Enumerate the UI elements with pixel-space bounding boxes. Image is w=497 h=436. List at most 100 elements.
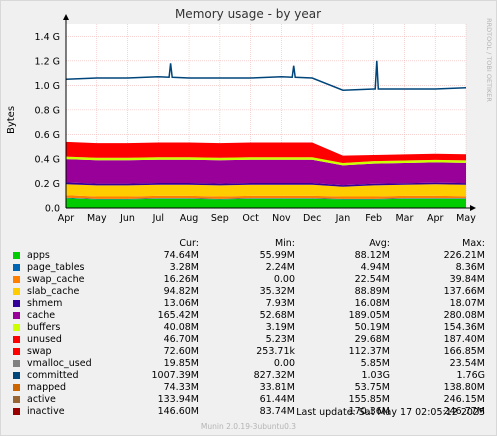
line-committed (65, 60, 467, 91)
legend-value-avg: 170.36M (348, 406, 390, 417)
y-axis-label: Bytes (6, 106, 17, 134)
legend-value-cur: 74.64M (163, 250, 199, 261)
legend-swatch (13, 408, 20, 415)
legend-value-cur: 16.26M (163, 274, 199, 285)
legend-swatch (13, 360, 20, 367)
legend-value-avg: 88.89M (354, 286, 390, 297)
legend-value-cur: 1007.39M (151, 370, 199, 381)
legend-swatch (13, 396, 20, 403)
legend-value-avg: 29.68M (354, 334, 390, 345)
legend-row-buffers: buffers 40.08M 3.19M 50.19M 154.36M (0, 322, 497, 334)
legend-row-cache: cache 165.42M 52.68M 189.05M 280.08M (0, 310, 497, 322)
legend-label: mapped (27, 382, 67, 393)
legend-value-avg: 1.03G (361, 370, 390, 381)
legend-header-avg: Avg: (369, 238, 390, 249)
legend-value-min: 5.23M (265, 334, 295, 345)
legend-value-max: 246.77M (443, 406, 485, 417)
legend-value-max: 166.85M (443, 346, 485, 357)
legend-value-max: 137.66M (443, 286, 485, 297)
legend-value-max: 18.07M (449, 298, 485, 309)
legend-value-max: 246.15M (443, 394, 485, 405)
x-tick-label: Jun (119, 213, 135, 224)
x-axis-arrow (470, 205, 476, 211)
chart-title: Memory usage - by year (175, 7, 321, 21)
legend-value-max: 280.08M (443, 310, 485, 321)
legend-label: buffers (27, 322, 61, 333)
munin-version-footer: Munin 2.0.19-3ubuntu0.3 (200, 422, 297, 431)
y-tick-label: 0.2 G (35, 179, 61, 190)
legend-label: unused (27, 334, 62, 345)
area-page_tables (66, 197, 466, 200)
legend-value-max: 39.84M (449, 274, 485, 285)
area-unused (66, 141, 466, 163)
legend-label: committed (27, 370, 79, 381)
area-cache (66, 159, 466, 186)
legend-value-cur: 94.82M (163, 286, 199, 297)
legend-value-cur: 3.28M (169, 262, 199, 273)
area-shmem (66, 182, 466, 187)
legend-value-max: 8.36M (455, 262, 485, 273)
legend-value-min: 83.74M (259, 406, 295, 417)
legend-value-min: 827.32M (253, 370, 295, 381)
legend-swatch (13, 348, 20, 355)
legend-value-min: 7.93M (265, 298, 295, 309)
y-tick-label: 1.2 G (35, 56, 61, 67)
legend-row-unused: unused 46.70M 5.23M 29.68M 187.40M (0, 334, 497, 346)
legend-value-max: 226.21M (443, 250, 485, 261)
legend-value-cur: 74.33M (163, 382, 199, 393)
area-slab_cache (66, 184, 466, 197)
x-tick-label: Aug (180, 213, 199, 224)
y-tick-label: 0.6 G (35, 130, 61, 141)
legend-swatch (13, 324, 20, 331)
legend-swatch (13, 372, 20, 379)
legend-value-max: 1.76G (456, 370, 485, 381)
x-tick-label: Mar (395, 213, 413, 224)
legend-value-avg: 22.54M (354, 274, 390, 285)
area-buffers (66, 156, 466, 166)
legend-header-min: Min: (274, 238, 295, 249)
legend-value-cur: 40.08M (163, 322, 199, 333)
rrdtool-credit: RRDTOOL / TOBI OETIKER (485, 18, 493, 102)
legend-swatch (13, 384, 20, 391)
legend-value-min: 52.68M (259, 310, 295, 321)
legend-label: page_tables (27, 262, 85, 273)
x-tick-label: May (87, 213, 107, 224)
legend-value-min: 3.19M (265, 322, 295, 333)
legend-row-shmem: shmem 13.06M 7.93M 16.08M 18.07M (0, 298, 497, 310)
legend-swatch (13, 312, 20, 319)
legend-row-mapped: mapped 74.33M 33.81M 53.75M 138.80M (0, 382, 497, 394)
x-tick-label: Nov (272, 213, 291, 224)
area-apps (66, 198, 466, 208)
legend-value-avg: 50.19M (354, 322, 390, 333)
legend-row-committed: committed 1007.39M 827.32M 1.03G 1.76G (0, 370, 497, 382)
legend-value-max: 23.54M (449, 358, 485, 369)
legend-swatch (13, 336, 20, 343)
last-update: Last update: Sat May 17 02:05:12 2025 (296, 407, 485, 418)
legend-swatch (13, 252, 20, 259)
x-tick-label: Feb (365, 213, 382, 224)
legend-label: apps (27, 250, 50, 261)
legend-value-avg: 88.12M (354, 250, 390, 261)
legend-value-min: 35.32M (259, 286, 295, 297)
legend-swatch (13, 276, 20, 283)
legend-row-swap: swap 72.60M 253.71k 112.37M 166.85M (0, 346, 497, 358)
x-tick-label: Jan (335, 213, 351, 224)
legend-value-avg: 16.08M (354, 298, 390, 309)
legend-value-cur: 13.06M (163, 298, 199, 309)
legend-value-min: 253.71k (256, 346, 295, 357)
y-tick-label: 1.0 G (35, 81, 61, 92)
legend-value-min: 0.00 (273, 358, 295, 369)
x-tick-label: Oct (242, 213, 259, 224)
legend-value-cur: 72.60M (163, 346, 199, 357)
x-tick-label: Sep (211, 213, 229, 224)
x-tick-label: Dec (303, 213, 321, 224)
legend-value-avg: 189.05M (348, 310, 390, 321)
legend-value-cur: 133.94M (157, 394, 199, 405)
legend-value-min: 61.44M (259, 394, 295, 405)
x-tick-label: Apr (427, 213, 444, 224)
legend-row-slab_cache: slab_cache 94.82M 35.32M 88.89M 137.66M (0, 286, 497, 298)
legend-value-min: 55.99M (259, 250, 295, 261)
legend-value-cur: 46.70M (163, 334, 199, 345)
legend-label: cache (27, 310, 56, 321)
legend-header-cur: Cur: (179, 238, 199, 249)
